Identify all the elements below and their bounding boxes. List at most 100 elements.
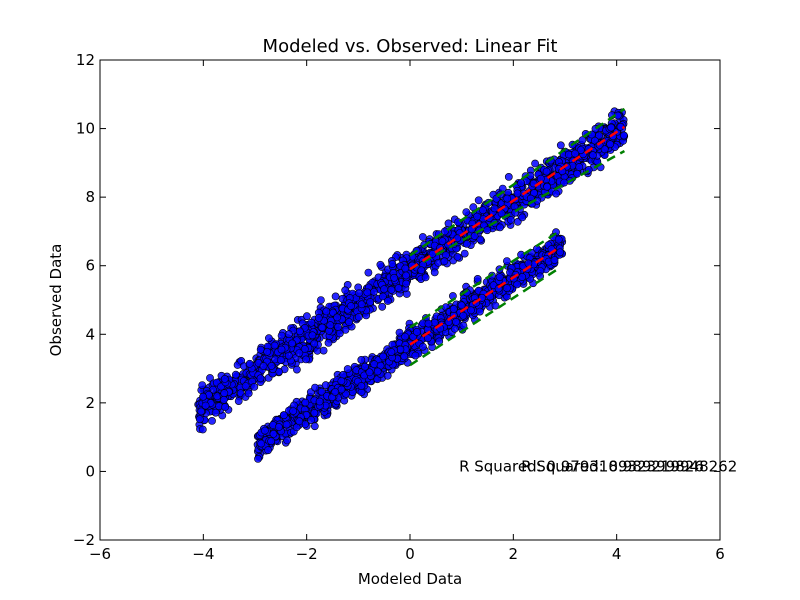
scatter-point <box>256 345 265 354</box>
scatter-point <box>244 389 253 398</box>
scatter-point <box>380 285 388 294</box>
scatter-point <box>513 280 522 289</box>
y-tick-label: 10 <box>76 120 95 138</box>
scatter-point <box>331 292 340 301</box>
scatter-point <box>274 423 283 431</box>
scatter-point <box>360 362 369 371</box>
scatter-point <box>491 301 500 310</box>
scatter-point <box>292 365 301 374</box>
scatter-point <box>201 401 210 410</box>
scatter-point <box>524 259 533 268</box>
scatter-point <box>589 151 597 160</box>
scatter-point <box>315 397 324 406</box>
scatter-point <box>220 389 229 398</box>
scatter-point <box>302 355 310 364</box>
scatter-point <box>450 324 459 333</box>
scatter-point <box>282 420 291 429</box>
x-tick-label: 0 <box>405 545 415 563</box>
scatter-point <box>333 313 341 322</box>
scatter-point <box>502 284 511 292</box>
scatter-point <box>311 383 319 392</box>
axis-ticks: −6 −4 −2 0 2 4 6 −2 0 2 4 6 8 10 12 <box>73 51 725 563</box>
scatter-point <box>318 323 327 332</box>
r-squared-annotation-2: R Squared: 0.989219948262 <box>521 457 737 475</box>
scatter-point <box>573 169 581 178</box>
scatter-point <box>307 416 315 424</box>
scatter-point <box>220 374 229 383</box>
confidence-band-upper-1 <box>409 107 626 257</box>
scatter-point <box>473 212 482 221</box>
scatter-point <box>321 381 330 390</box>
scatter-point <box>517 250 525 259</box>
scatter-point <box>467 306 475 315</box>
scatter-point <box>295 417 304 426</box>
scatter-point <box>357 300 366 309</box>
y-axis-label: Observed Data <box>47 244 65 357</box>
fit-lines <box>409 107 626 367</box>
scatter-point <box>241 382 250 390</box>
scatter-point <box>550 256 559 264</box>
scatter-point <box>314 313 323 322</box>
scatter-point <box>412 328 421 336</box>
scatter-point <box>343 365 352 373</box>
scatter-point <box>554 235 563 244</box>
scatter-point <box>600 145 609 154</box>
scatter-point <box>283 436 292 445</box>
scatter-point <box>518 273 527 281</box>
y-tick-label: 12 <box>76 51 95 69</box>
scatter-point <box>462 239 471 248</box>
scatter-point <box>571 149 579 158</box>
scatter-point <box>440 227 449 236</box>
scatter-point <box>355 289 364 297</box>
scatter-point <box>364 268 373 277</box>
scatter-point <box>213 392 222 401</box>
scatter-point <box>376 260 385 269</box>
scatter-point <box>478 206 487 215</box>
scatter-point <box>256 374 265 383</box>
y-tick-label: 4 <box>85 325 95 343</box>
scatter-point <box>279 411 288 420</box>
scatter-point <box>402 271 410 280</box>
scatter-point <box>267 437 276 446</box>
scatter-point <box>260 426 269 435</box>
x-tick-label: 2 <box>509 545 519 563</box>
scatter-point <box>370 360 379 369</box>
scatter-point <box>295 327 304 336</box>
scatter-point <box>475 307 484 316</box>
scatter-point <box>264 446 272 455</box>
y-tick-label: 6 <box>85 257 95 275</box>
scatter-point <box>607 123 615 132</box>
scatter-point <box>556 248 564 257</box>
scatter-point <box>452 317 460 326</box>
scatter-point <box>334 323 342 331</box>
confidence-band-lower-1 <box>409 149 626 271</box>
scatter-point <box>245 359 254 368</box>
scatter-point <box>418 342 427 351</box>
scatter-point <box>221 403 229 411</box>
scatter-point <box>383 371 392 380</box>
scatter-point <box>345 318 353 326</box>
scatter-point <box>322 307 331 316</box>
scatter-point <box>417 266 426 275</box>
scatter-point <box>234 397 243 405</box>
x-tick-label: 6 <box>715 545 725 563</box>
scatter-point <box>326 321 335 330</box>
scatter-point <box>335 329 344 338</box>
scatter-point <box>264 334 273 343</box>
scatter-point <box>424 319 433 328</box>
scatter-point <box>357 355 366 364</box>
scatter-point <box>490 204 499 213</box>
scatter-point <box>387 285 396 294</box>
scatter-point <box>476 235 485 244</box>
scatter-point <box>254 454 262 463</box>
scatter-point <box>502 257 511 265</box>
scatter-point <box>462 208 471 216</box>
scatter-point <box>552 189 560 198</box>
scatter-point <box>606 140 615 149</box>
scatter-point <box>198 381 207 389</box>
scatter-point <box>250 382 259 391</box>
scatter-point <box>453 252 462 261</box>
scatter-point <box>401 264 410 273</box>
chart-title: Modeled vs. Observed: Linear Fit <box>263 36 558 57</box>
